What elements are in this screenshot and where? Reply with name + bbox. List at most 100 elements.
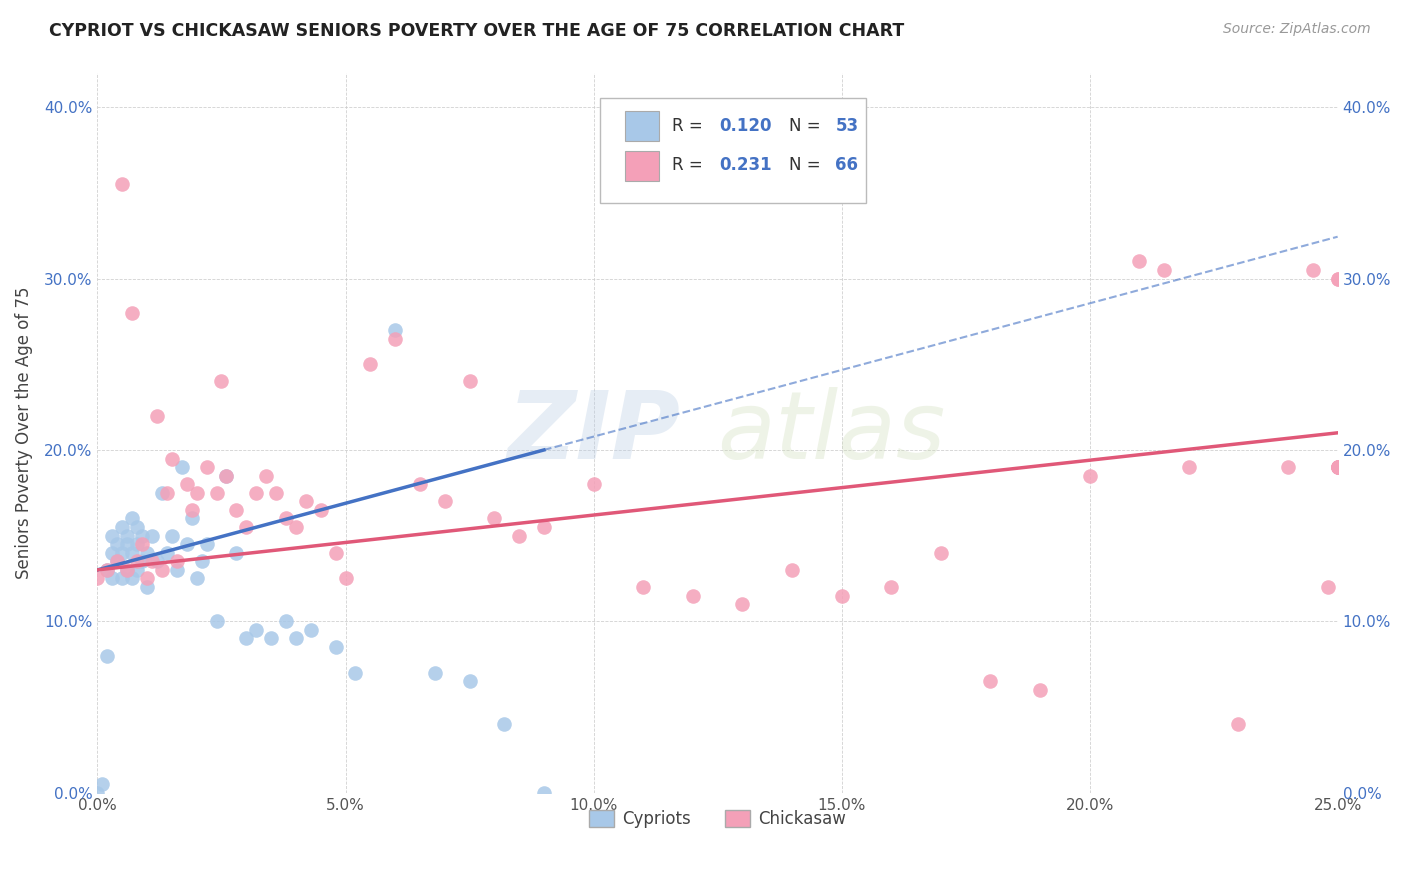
Point <box>101 546 124 560</box>
Point <box>245 623 267 637</box>
Text: 0.231: 0.231 <box>718 156 772 174</box>
Point <box>831 589 853 603</box>
Point <box>96 563 118 577</box>
Point <box>582 477 605 491</box>
Text: 66: 66 <box>835 156 859 174</box>
Point <box>131 537 153 551</box>
Point <box>150 563 173 577</box>
Point <box>433 494 456 508</box>
Text: 53: 53 <box>835 117 859 135</box>
Point <box>1128 254 1150 268</box>
Text: atlas: atlas <box>717 387 946 478</box>
Point <box>780 563 803 577</box>
Point <box>458 674 481 689</box>
Point <box>160 451 183 466</box>
Point <box>344 665 367 680</box>
Point <box>264 485 287 500</box>
Point <box>136 572 159 586</box>
Point <box>1178 460 1201 475</box>
Point <box>127 537 149 551</box>
Point <box>115 537 138 551</box>
Point <box>205 615 228 629</box>
Point <box>190 554 212 568</box>
Text: Source: ZipAtlas.com: Source: ZipAtlas.com <box>1223 22 1371 37</box>
Point <box>274 511 297 525</box>
Point <box>111 520 134 534</box>
Point <box>131 554 153 568</box>
Point <box>309 503 332 517</box>
Point <box>160 528 183 542</box>
Point <box>235 632 257 646</box>
Text: N =: N = <box>790 156 827 174</box>
Point <box>1302 263 1324 277</box>
Point <box>215 468 238 483</box>
Text: R =: R = <box>672 156 707 174</box>
Point <box>1153 263 1175 277</box>
Point <box>115 563 138 577</box>
Point <box>111 178 134 192</box>
Point <box>484 511 506 525</box>
FancyBboxPatch shape <box>600 98 866 202</box>
Point <box>131 528 153 542</box>
Point <box>121 572 143 586</box>
Point <box>1326 271 1348 285</box>
Point <box>91 777 114 791</box>
Point <box>880 580 903 594</box>
Point <box>235 520 257 534</box>
Point <box>150 485 173 500</box>
Point <box>141 528 163 542</box>
Point <box>141 554 163 568</box>
Point <box>180 503 202 517</box>
Text: 0.120: 0.120 <box>718 117 772 135</box>
Text: ZIP: ZIP <box>508 387 681 479</box>
Point <box>1326 460 1348 475</box>
Point <box>115 563 138 577</box>
Point <box>682 589 704 603</box>
Point <box>156 546 179 560</box>
Point <box>186 572 208 586</box>
FancyBboxPatch shape <box>624 112 659 141</box>
Point <box>284 520 307 534</box>
Point <box>121 511 143 525</box>
Point <box>1029 682 1052 697</box>
Point <box>186 485 208 500</box>
Point <box>176 477 198 491</box>
Point <box>146 409 169 423</box>
Point <box>176 537 198 551</box>
Point <box>121 306 143 320</box>
Point <box>533 786 555 800</box>
Point <box>274 615 297 629</box>
Point <box>1277 460 1299 475</box>
Point <box>211 375 233 389</box>
Legend: Cypriots, Chickasaw: Cypriots, Chickasaw <box>582 803 852 835</box>
Point <box>111 572 134 586</box>
Point <box>1326 460 1348 475</box>
Point <box>127 520 149 534</box>
Point <box>96 563 118 577</box>
Point <box>96 648 118 663</box>
Point <box>136 580 159 594</box>
Point <box>423 665 446 680</box>
Point <box>245 485 267 500</box>
Point <box>127 554 149 568</box>
Point <box>180 511 202 525</box>
Point <box>631 580 654 594</box>
Point <box>384 323 406 337</box>
Point <box>335 572 357 586</box>
Point <box>731 597 754 611</box>
Point <box>299 623 322 637</box>
Point <box>156 485 179 500</box>
Point <box>929 546 952 560</box>
Point <box>205 485 228 500</box>
Point <box>494 717 516 731</box>
Text: CYPRIOT VS CHICKASAW SENIORS POVERTY OVER THE AGE OF 75 CORRELATION CHART: CYPRIOT VS CHICKASAW SENIORS POVERTY OVE… <box>49 22 904 40</box>
Point <box>1326 460 1348 475</box>
FancyBboxPatch shape <box>624 151 659 181</box>
Point <box>508 528 530 542</box>
Point <box>86 572 108 586</box>
Point <box>127 563 149 577</box>
Point <box>105 554 128 568</box>
Point <box>409 477 432 491</box>
Point <box>325 546 347 560</box>
Text: N =: N = <box>790 117 827 135</box>
